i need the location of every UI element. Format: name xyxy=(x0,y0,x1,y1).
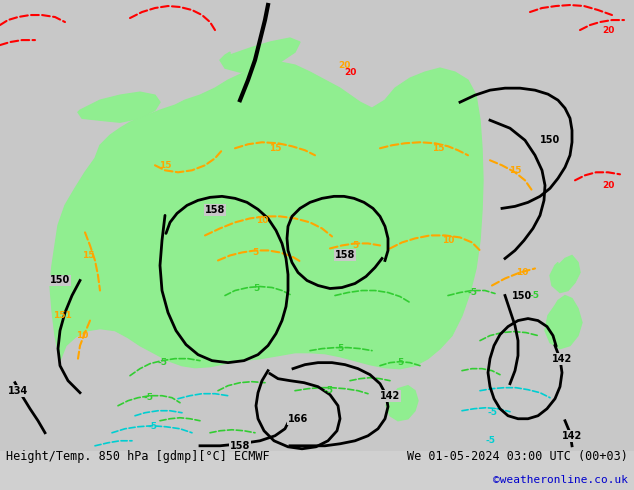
Text: 158: 158 xyxy=(335,250,355,261)
Text: 10: 10 xyxy=(516,268,528,277)
Text: 142: 142 xyxy=(380,391,400,401)
Text: -5: -5 xyxy=(323,386,333,395)
Text: 20: 20 xyxy=(602,25,614,35)
Text: 20: 20 xyxy=(344,68,356,76)
Text: 158: 158 xyxy=(230,441,250,451)
Text: 5: 5 xyxy=(352,241,358,250)
Text: -5: -5 xyxy=(147,422,157,431)
Text: -5: -5 xyxy=(485,436,495,445)
Text: 5: 5 xyxy=(252,248,258,257)
Text: We 01-05-2024 03:00 UTC (00+03): We 01-05-2024 03:00 UTC (00+03) xyxy=(407,450,628,463)
Polygon shape xyxy=(550,255,580,293)
Text: 15: 15 xyxy=(432,144,444,153)
Text: 10: 10 xyxy=(442,236,454,245)
Text: 158: 158 xyxy=(205,205,225,216)
Text: 150: 150 xyxy=(540,135,560,145)
Text: 5: 5 xyxy=(337,344,343,353)
Polygon shape xyxy=(220,38,300,72)
Text: 142: 142 xyxy=(562,431,582,441)
Text: 166: 166 xyxy=(288,414,308,424)
Text: 15: 15 xyxy=(508,166,521,175)
Text: 150: 150 xyxy=(50,275,70,286)
Polygon shape xyxy=(78,92,160,122)
Text: 20: 20 xyxy=(602,181,614,190)
Text: 15: 15 xyxy=(158,161,171,170)
Text: 150: 150 xyxy=(512,291,532,300)
Text: Height/Temp. 850 hPa [gdmp][°C] ECMWF: Height/Temp. 850 hPa [gdmp][°C] ECMWF xyxy=(6,450,270,463)
Text: 15: 15 xyxy=(82,251,94,260)
Polygon shape xyxy=(386,386,418,421)
Text: 134: 134 xyxy=(8,386,28,396)
Text: 151: 151 xyxy=(53,311,72,320)
Text: -5: -5 xyxy=(143,393,153,402)
Polygon shape xyxy=(50,62,483,368)
Text: 10: 10 xyxy=(256,216,268,225)
Text: 15: 15 xyxy=(269,144,281,153)
Text: 10: 10 xyxy=(76,331,88,340)
Text: 5: 5 xyxy=(397,358,403,367)
Text: 5: 5 xyxy=(253,284,259,293)
Text: -5: -5 xyxy=(157,358,167,367)
Text: 142: 142 xyxy=(552,354,572,364)
Text: -5: -5 xyxy=(467,288,477,297)
Text: ©weatheronline.co.uk: ©weatheronline.co.uk xyxy=(493,475,628,485)
Text: 158: 158 xyxy=(205,205,225,216)
Text: 20: 20 xyxy=(338,61,350,70)
Polygon shape xyxy=(545,295,582,348)
Text: -5: -5 xyxy=(530,291,540,300)
Text: -5: -5 xyxy=(487,408,497,417)
